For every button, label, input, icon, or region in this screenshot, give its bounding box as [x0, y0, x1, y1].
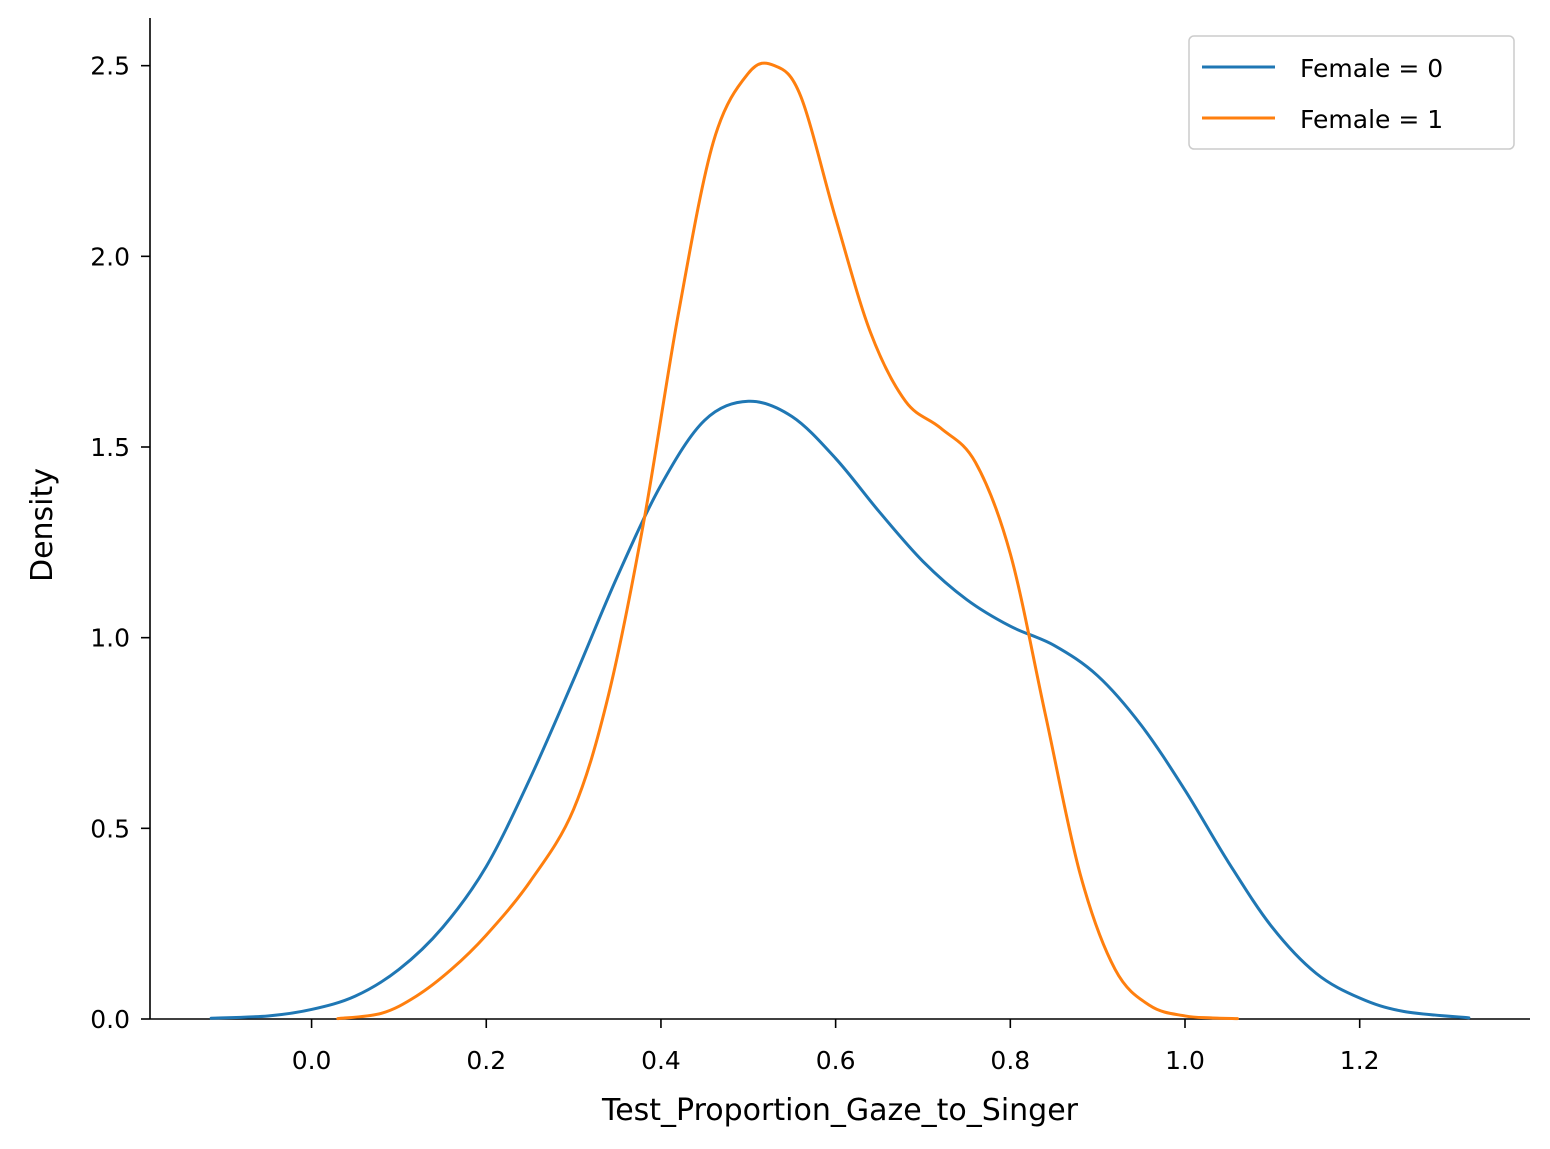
y-tick-label: 2.0 [90, 242, 130, 271]
y-tick-label: 2.5 [90, 52, 130, 81]
x-tick-label: 0.2 [466, 1046, 506, 1075]
y-tick-label: 0.5 [90, 814, 130, 843]
legend-frame [1188, 35, 1515, 150]
y-ticks: 0.0 0.5 1.0 1.5 2.0 2.5 [90, 52, 150, 1034]
density-line-female-1 [336, 61, 1239, 1021]
legend-label-female-1: Female = 1 [1300, 105, 1443, 134]
x-tick-label: 1.0 [1165, 1046, 1205, 1075]
legend: Female = 0 Female = 1 [1188, 35, 1515, 150]
x-tick-label: 0.0 [292, 1046, 332, 1075]
x-tick-label: 0.8 [990, 1046, 1030, 1075]
y-tick-label: 1.5 [90, 433, 130, 462]
legend-label-female-0: Female = 0 [1300, 54, 1443, 83]
x-tick-label: 1.2 [1340, 1046, 1380, 1075]
density-line-female-0 [209, 399, 1471, 1020]
x-axis-title: Test_Proportion_Gaze_to_Singer [601, 1093, 1079, 1128]
series-lines [209, 61, 1471, 1021]
x-ticks: 0.0 0.2 0.4 0.6 0.8 1.0 1.2 [292, 1019, 1380, 1075]
x-tick-label: 0.4 [641, 1046, 681, 1075]
y-tick-label: 1.0 [90, 624, 130, 653]
y-tick-label: 0.0 [90, 1005, 130, 1034]
y-axis-title: Density [25, 468, 60, 582]
x-tick-label: 0.6 [816, 1046, 856, 1075]
